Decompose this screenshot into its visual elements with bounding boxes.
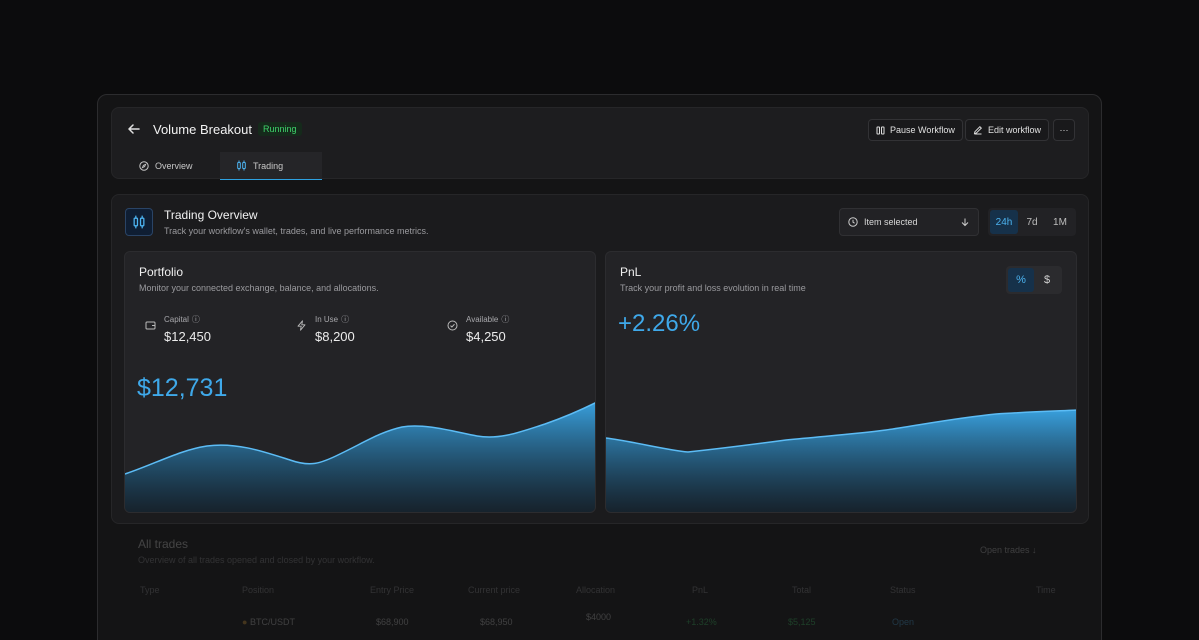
overview-title: Trading Overview (164, 208, 258, 222)
in-use-value: $8,200 (315, 329, 355, 344)
workflow-header: Volume Breakout Running Pause Workflow E… (111, 107, 1089, 180)
check-circle-icon (447, 320, 458, 331)
portfolio-area-chart (125, 402, 595, 512)
pair-label: BTC/USDT (249, 617, 295, 627)
edit-workflow-label: Edit workflow (988, 125, 1042, 135)
open-trades-label: Open trades (980, 545, 1030, 555)
table-cell: +1.32% (686, 617, 717, 627)
arrow-down-icon: ↓ (1032, 545, 1037, 555)
portfolio-card: Portfolio Monitor your connected exchang… (124, 251, 596, 513)
capital-label: Capital (164, 315, 189, 324)
workflow-title: Volume Breakout (153, 122, 253, 137)
clock-icon (848, 217, 858, 227)
table-cell: $68,950 (480, 617, 513, 627)
info-icon: ⓘ (191, 315, 200, 324)
pnl-unit-toggle: % $ (1006, 266, 1062, 294)
select-value: Item selected (864, 217, 918, 227)
column-header[interactable]: Allocation (576, 585, 616, 595)
arrow-down-icon (961, 218, 969, 227)
info-icon: ⓘ (501, 315, 510, 324)
column-header[interactable]: Type (140, 585, 160, 595)
table-cell: Open (892, 617, 915, 627)
edit-workflow-button[interactable]: Edit workflow (965, 119, 1050, 141)
in-use-stat: In Use ⓘ $8,200 (296, 314, 355, 344)
compass-icon (139, 161, 149, 171)
tab-overview-label: Overview (155, 161, 193, 171)
portfolio-title: Portfolio (139, 265, 184, 279)
tab-trading-label: Trading (253, 160, 284, 171)
pnl-title: PnL (620, 265, 642, 279)
available-stat: Available ⓘ $4,250 (447, 314, 509, 344)
column-header[interactable]: Total (792, 585, 812, 595)
available-value: $4,250 (466, 329, 506, 344)
more-options-button[interactable]: ··· (1053, 119, 1075, 141)
table-cell: ● BTC/USDT (242, 617, 295, 627)
back-arrow-icon[interactable] (126, 121, 142, 137)
tab-trading[interactable]: Trading (220, 152, 322, 180)
column-header[interactable]: Time (1036, 585, 1056, 595)
in-use-label: In Use (315, 315, 339, 324)
pause-workflow-button[interactable]: Pause Workflow (868, 119, 963, 141)
trading-overview-icon (125, 208, 153, 236)
bolt-icon (297, 320, 306, 331)
more-dots-icon: ··· (1059, 125, 1069, 135)
capital-stat: Capital ⓘ $12,450 (145, 314, 211, 344)
candlestick-icon (133, 215, 145, 229)
available-label: Available (466, 315, 499, 324)
pencil-icon (973, 125, 983, 135)
all-trades-section: All trades Overview of all trades opened… (124, 526, 1076, 636)
trading-overview-panel: Trading Overview Track your workflow's w… (111, 194, 1089, 524)
capital-value: $12,450 (164, 329, 211, 344)
pause-workflow-label: Pause Workflow (890, 125, 955, 135)
table-cell: $5,125 (788, 617, 816, 627)
portfolio-total: $12,731 (137, 374, 228, 402)
column-header[interactable]: Position (242, 585, 275, 595)
trades-subtitle: Overview of all trades opened and closed… (138, 555, 375, 565)
column-header[interactable]: PnL (692, 585, 709, 595)
wallet-icon (145, 321, 156, 330)
period-7d-button[interactable]: 7d (1026, 216, 1038, 228)
pause-icon (876, 126, 885, 134)
table-cell: $68,900 (376, 617, 409, 627)
period-toggle: 24h 7d 1M (988, 208, 1076, 236)
info-icon: ⓘ (341, 315, 350, 324)
pnl-subtitle: Track your profit and loss evolution in … (620, 283, 806, 293)
pnl-value: +2.26% (618, 310, 701, 337)
period-24h-button[interactable]: 24h (990, 210, 1018, 234)
column-header[interactable]: Entry Price (370, 585, 415, 595)
tab-overview[interactable]: Overview (123, 152, 220, 180)
item-select-dropdown[interactable]: Item selected (839, 208, 979, 236)
dollar-unit-button[interactable]: $ (1043, 274, 1051, 286)
period-1m-button[interactable]: 1M (1053, 216, 1067, 228)
status-badge: Running (258, 122, 302, 136)
candlestick-icon (237, 160, 246, 171)
pnl-area-chart (606, 409, 1076, 512)
tab-bar: Overview Trading (112, 152, 1088, 180)
table-cell: $4000 (586, 612, 612, 622)
column-header[interactable]: Current price (468, 585, 521, 595)
overview-subtitle: Track your workflow's wallet, trades, an… (164, 226, 429, 236)
portfolio-subtitle: Monitor your connected exchange, balance… (139, 283, 379, 293)
coin-icon: ● (242, 617, 248, 627)
open-trades-filter[interactable]: Open trades ↓ (980, 545, 1037, 555)
percent-unit-button[interactable]: % (1008, 268, 1034, 292)
column-header[interactable]: Status (890, 585, 916, 595)
trades-title: All trades (138, 537, 189, 551)
pnl-card: PnL Track your profit and loss evolution… (605, 251, 1077, 513)
